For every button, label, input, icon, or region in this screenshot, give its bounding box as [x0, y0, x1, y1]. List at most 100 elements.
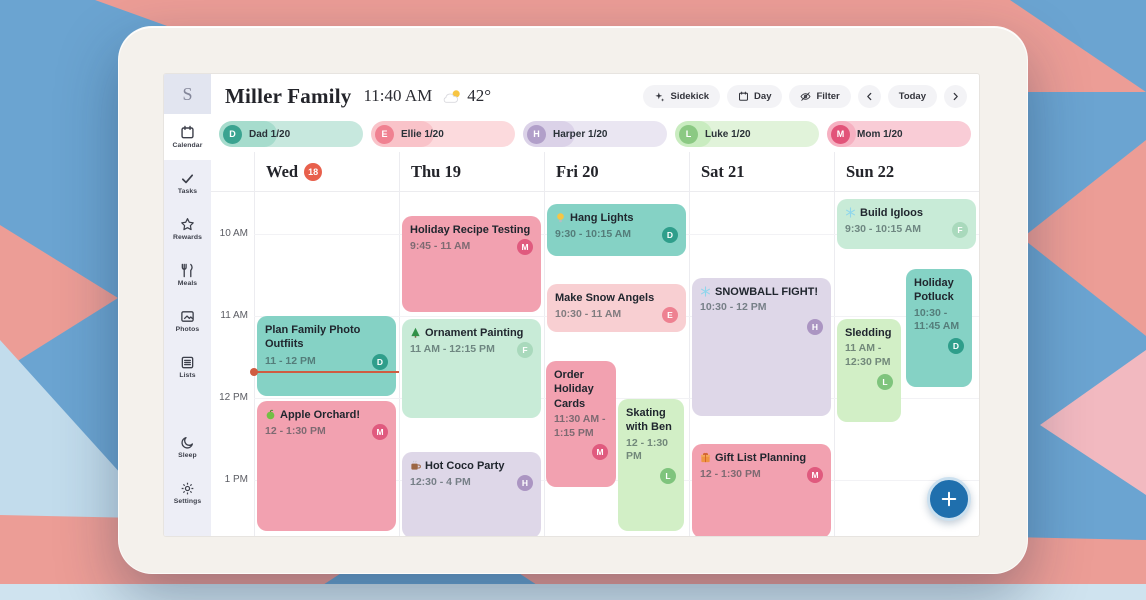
day-header-wed[interactable]: Wed 18 — [266, 152, 323, 191]
list-icon — [180, 355, 195, 370]
sidebar-item-sleep[interactable]: Sleep — [164, 424, 211, 470]
member-chip-luke[interactable]: L Luke 1/20 — [675, 121, 819, 147]
event-title: Ornament Painting — [410, 326, 533, 340]
event-title: Holiday Potluck — [914, 277, 954, 304]
column-divider — [689, 152, 690, 536]
day-header-sun[interactable]: Sun 22 — [846, 161, 895, 181]
header: Miller Family 11:40 AM 42° Sidekick Day Fi… — [211, 74, 979, 118]
event-card[interactable]: Gift List Planning 12 - 1:30 PM M — [692, 444, 831, 536]
event-time: 10:30 - 11:45 AM — [914, 306, 960, 333]
event-card[interactable]: Ornament Painting 11 AM - 12:15 PM F — [402, 319, 541, 418]
next-button[interactable] — [944, 84, 967, 108]
sidebar-item-rewards[interactable]: Rewards — [164, 206, 211, 252]
member-chip-ellie[interactable]: E Ellie 1/20 — [371, 121, 515, 147]
member-label: Mom 1/20 — [857, 128, 903, 140]
today-badge: 18 — [304, 162, 323, 181]
assignee-badge: D — [662, 227, 678, 244]
assignee-badge: F — [952, 222, 968, 239]
temperature: 42° — [467, 86, 492, 105]
event-time: 10:30 - 11 AM — [555, 308, 622, 321]
column-divider — [834, 152, 835, 536]
column-divider — [254, 152, 255, 536]
sidebar-item-photos[interactable]: Photos — [164, 298, 211, 344]
event-title: Hang Lights — [555, 211, 678, 225]
sidebar-item-calendar[interactable]: Calendar — [164, 114, 211, 160]
time-label: 12 PM — [219, 392, 248, 403]
filter-button[interactable]: Filter — [789, 84, 851, 108]
hour-line — [254, 480, 979, 481]
member-chip-dad[interactable]: D Dad 1/20 — [219, 121, 363, 147]
avatar: D — [223, 124, 242, 144]
sidebar-item-meals[interactable]: Meals — [164, 252, 211, 298]
day-view-button[interactable]: Day — [727, 84, 783, 108]
event-card[interactable]: Holiday Recipe Testing 9:45 - 11 AM M — [402, 216, 541, 312]
today-button[interactable]: Today — [887, 84, 937, 108]
app-logo: S — [164, 74, 211, 114]
event-time: 9:45 - 11 AM — [410, 240, 471, 253]
check-icon — [180, 171, 195, 186]
member-label: Luke 1/20 — [705, 128, 751, 140]
event-card[interactable]: Holiday Potluck 10:30 - 11:45 AM D — [906, 269, 972, 387]
time-label: 1 PM — [224, 474, 248, 485]
assignee-badge: L — [877, 373, 893, 390]
event-title: Plan Family Photo Outfiits — [265, 324, 361, 351]
eye-off-icon — [800, 91, 811, 102]
day-header-fri[interactable]: Fri 20 — [556, 161, 599, 181]
event-card[interactable]: Hang Lights 9:30 - 10:15 AM D — [547, 204, 686, 256]
event-card[interactable]: Skating with Ben 12 - 1:30 PM L — [618, 399, 684, 531]
assignee-badge: D — [948, 337, 964, 354]
event-title: Apple Orchard! — [265, 408, 388, 422]
clock: 11:40 AM — [363, 86, 433, 105]
member-label: Dad 1/20 — [249, 128, 291, 140]
gear-icon — [180, 481, 195, 496]
event-time: 12 - 1:30 PM — [265, 425, 326, 438]
calendar-icon — [180, 125, 195, 140]
photo-icon — [180, 309, 195, 324]
assignee-badge: L — [660, 467, 676, 484]
event-card[interactable]: Order Holiday Cards 11:30 AM - 1:15 PM M — [546, 361, 616, 487]
app-screen: S Calendar Tasks Rewards Meals Photos Lists Sl… — [164, 74, 979, 536]
event-time: 11:30 AM - 1:15 PM — [554, 412, 606, 439]
sidekick-button[interactable]: Sidekick — [643, 84, 721, 108]
add-event-button[interactable] — [927, 477, 971, 521]
snowflake-icon — [845, 207, 856, 218]
hour-line — [254, 398, 979, 399]
sidebar-item-tasks[interactable]: Tasks — [164, 160, 211, 206]
event-title: Sledding — [845, 327, 892, 339]
member-chip-mom[interactable]: M Mom 1/20 — [827, 121, 971, 147]
event-card[interactable]: Apple Orchard! 12 - 1:30 PM M — [257, 401, 396, 531]
event-time: 12 - 1:30 PM — [626, 436, 669, 463]
event-title: Make Snow Angels — [555, 292, 655, 304]
sidebar-item-settings[interactable]: Settings — [164, 470, 211, 516]
moon-icon — [180, 435, 195, 450]
event-card[interactable]: Sledding 11 AM - 12:30 PM L — [837, 319, 901, 422]
current-time-dot — [250, 368, 258, 376]
column-divider — [399, 152, 400, 536]
tablet-frame: S Calendar Tasks Rewards Meals Photos Lists Sl… — [118, 26, 1028, 574]
event-card[interactable]: SNOWBALL FIGHT! 10:30 - 12 PM H — [692, 278, 831, 416]
event-title: Hot Coco Party — [410, 459, 533, 473]
day-header-sat[interactable]: Sat 21 — [701, 161, 745, 181]
day-header-thu[interactable]: Thu 19 — [411, 161, 461, 181]
event-card[interactable]: Hot Coco Party 12:30 - 4 PM H — [402, 452, 541, 536]
member-chip-harper[interactable]: H Harper 1/20 — [523, 121, 667, 147]
event-time: 11 AM - 12:15 PM — [410, 343, 495, 356]
sparkle-icon — [654, 91, 665, 102]
chevron-left-icon — [864, 91, 875, 102]
event-card[interactable]: Make Snow Angels 10:30 - 11 AM E — [547, 284, 686, 332]
assignee-badge: M — [592, 444, 608, 461]
event-card[interactable]: Plan Family Photo Outfiits 11 - 12 PM D — [257, 316, 396, 396]
avatar: M — [831, 124, 850, 144]
prev-button[interactable] — [857, 84, 881, 108]
event-card[interactable]: Build Igloos 9:30 - 10:15 AM F — [837, 199, 976, 249]
utensils-icon — [180, 263, 195, 278]
assignee-badge: E — [662, 307, 678, 324]
weather: 42° — [442, 86, 491, 106]
avatar: H — [527, 124, 546, 144]
sidebar-item-lists[interactable]: Lists — [164, 344, 211, 390]
assignee-badge: H — [517, 475, 533, 492]
member-label: Harper 1/20 — [553, 128, 608, 140]
event-title: SNOWBALL FIGHT! — [700, 285, 823, 299]
event-time: 10:30 - 12 PM — [700, 301, 767, 314]
assignee-badge: M — [517, 239, 533, 256]
